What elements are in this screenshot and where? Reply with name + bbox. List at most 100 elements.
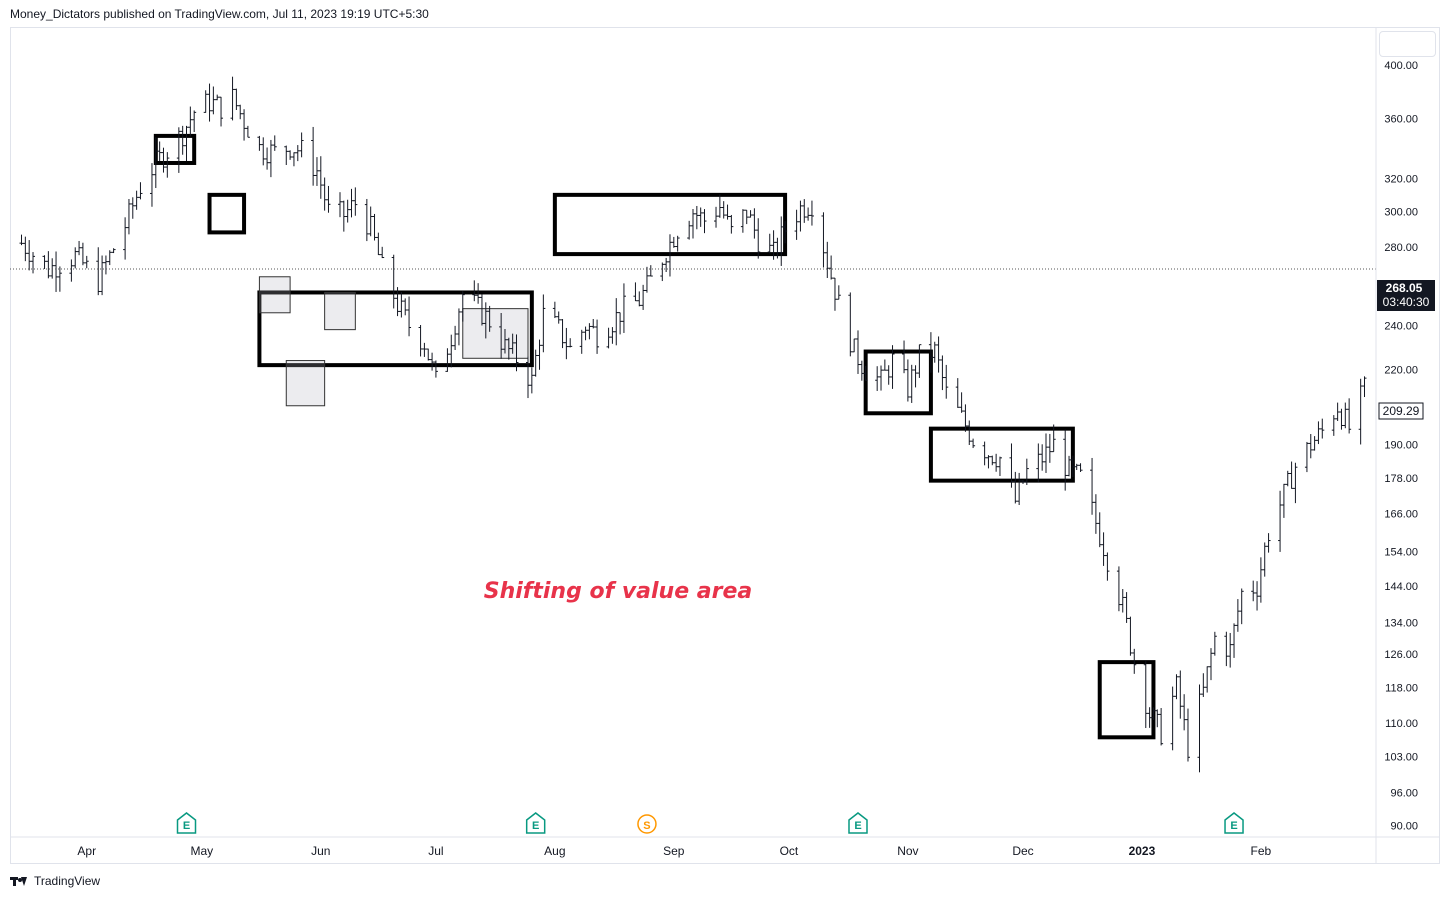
- current-price-label: 268.05 03:40:30: [1377, 280, 1435, 311]
- price-bar: [84, 255, 89, 269]
- y-tick-label: 96.00: [1390, 788, 1418, 800]
- price-bar: [944, 364, 949, 399]
- price-bar: [1289, 461, 1294, 489]
- value-area-box[interactable]: [928, 426, 1075, 483]
- price-bar: [529, 367, 534, 394]
- value-area-box[interactable]: [153, 133, 197, 165]
- price-bar: [165, 152, 170, 178]
- price-bar: [180, 125, 185, 155]
- tradingview-footer[interactable]: TradingView: [10, 874, 100, 888]
- price-bar: [238, 104, 243, 120]
- price-bar: [971, 438, 976, 449]
- y-tick-label: 144.00: [1384, 581, 1418, 593]
- price-bar: [1155, 709, 1160, 728]
- y-tick-label: 154.00: [1384, 547, 1418, 559]
- price-bar: [272, 135, 277, 151]
- price-bar: [291, 152, 296, 167]
- price-bar: [426, 348, 431, 361]
- price-bar: [502, 329, 507, 354]
- x-tick-label: Apr: [77, 844, 96, 858]
- value-area-shaded-box[interactable]: [285, 360, 326, 407]
- price-bar: [740, 209, 745, 233]
- svg-text:E: E: [854, 820, 861, 832]
- price-bar: [1090, 457, 1095, 515]
- price-bar: [134, 190, 139, 210]
- price-bar: [1308, 434, 1313, 459]
- price-bar: [909, 364, 914, 403]
- value-area-shaded-box[interactable]: [324, 291, 356, 331]
- price-bar: [990, 455, 995, 466]
- x-tick-label: Jul: [428, 844, 443, 858]
- earnings-event-icon[interactable]: E: [176, 812, 197, 834]
- price-bar: [779, 216, 784, 266]
- price-bar: [149, 163, 154, 207]
- price-bar: [1047, 433, 1052, 463]
- price-bar: [583, 326, 588, 341]
- price-bar: [245, 125, 250, 138]
- price-bar: [698, 207, 703, 227]
- y-tick-label: 126.00: [1384, 649, 1418, 661]
- price-bar: [1024, 458, 1029, 486]
- price-bar: [855, 330, 860, 374]
- price-bar: [794, 209, 799, 240]
- price-bar: [691, 209, 695, 239]
- price-bar: [376, 232, 381, 256]
- price-bar: [917, 344, 922, 378]
- price-bar: [913, 365, 918, 388]
- split-event-icon[interactable]: S: [637, 814, 657, 834]
- price-bar: [806, 207, 811, 221]
- price-bar: [798, 200, 803, 232]
- price-bar: [1132, 648, 1137, 674]
- price-bar: [675, 235, 680, 252]
- x-tick-label: 2023: [1129, 844, 1156, 858]
- price-bar: [203, 90, 208, 113]
- price-bar: [829, 255, 834, 280]
- price-bar: [50, 258, 55, 279]
- scale-settings-button[interactable]: [1379, 31, 1436, 57]
- price-bar: [326, 185, 331, 213]
- price-bar: [1051, 424, 1056, 453]
- price-bar: [967, 420, 972, 446]
- price-bar: [744, 209, 749, 225]
- price-bar: [637, 291, 642, 307]
- price-bar: [80, 242, 85, 266]
- price-bar: [1174, 674, 1179, 700]
- earnings-event-icon[interactable]: E: [848, 812, 868, 834]
- y-tick-label: 134.00: [1384, 618, 1418, 630]
- y-tick-label: 118.00: [1385, 682, 1418, 694]
- value-area-shaded-box[interactable]: [462, 308, 529, 359]
- earnings-event-icon[interactable]: E: [1224, 812, 1244, 834]
- earnings-event-icon[interactable]: E: [525, 812, 546, 834]
- price-bar: [848, 292, 853, 357]
- price-bar: [418, 324, 423, 357]
- price-bar: [211, 86, 216, 115]
- price-bar: [618, 312, 623, 335]
- price-bar: [1304, 441, 1309, 473]
- price-bar: [1343, 402, 1348, 429]
- price-bar: [368, 206, 373, 237]
- x-tick-label: Dec: [1012, 844, 1033, 858]
- price-bar: [295, 145, 300, 162]
- value-area-box[interactable]: [257, 290, 534, 368]
- price-bar: [514, 334, 519, 372]
- value-area-box[interactable]: [207, 192, 247, 235]
- y-tick-label: 166.00: [1384, 508, 1418, 520]
- price-bar: [314, 157, 319, 186]
- price-bar: [756, 218, 761, 259]
- price-bar: [184, 125, 189, 162]
- price-bar: [1151, 707, 1156, 720]
- value-area-box[interactable]: [1097, 660, 1156, 740]
- svg-text:E: E: [532, 820, 539, 832]
- price-bar: [284, 145, 289, 166]
- price-bar: [399, 292, 404, 318]
- price-bar: [955, 378, 960, 408]
- y-tick-label: 320.00: [1384, 174, 1418, 186]
- value-area-box[interactable]: [863, 349, 933, 416]
- price-bar: [1143, 661, 1148, 729]
- value-area-shaded-box[interactable]: [258, 276, 291, 314]
- price-bar: [311, 126, 316, 186]
- price-bar: [1209, 648, 1214, 681]
- price-bar: [702, 209, 707, 234]
- price-bar: [453, 325, 458, 350]
